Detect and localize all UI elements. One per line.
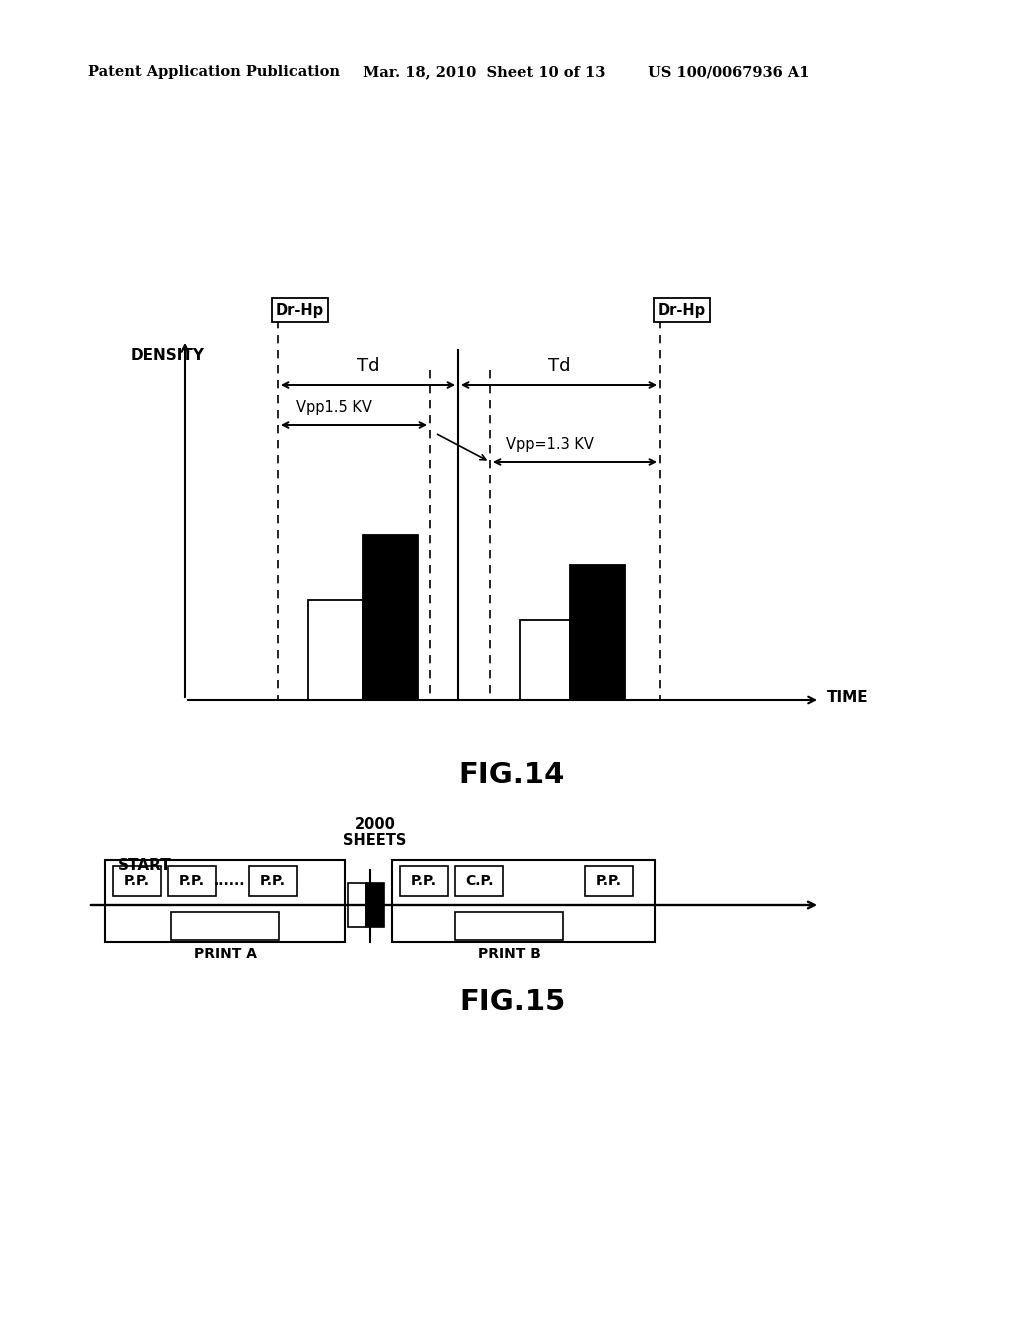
Bar	[362, 535, 418, 700]
Text: Patent Application Publication: Patent Application Publication	[88, 65, 340, 79]
Text: C.P.: C.P.	[465, 874, 494, 888]
Text: P.P.: P.P.	[596, 874, 622, 888]
Bar	[392, 861, 655, 942]
Bar	[113, 866, 161, 896]
Text: Dr-Hp: Dr-Hp	[275, 302, 324, 318]
Bar	[171, 912, 279, 940]
Bar	[308, 601, 362, 700]
Text: Td: Td	[356, 356, 379, 375]
Bar	[400, 866, 449, 896]
Bar	[455, 866, 503, 896]
Text: Dr-Hp: Dr-Hp	[658, 302, 707, 318]
Text: Mar. 18, 2010  Sheet 10 of 13: Mar. 18, 2010 Sheet 10 of 13	[362, 65, 605, 79]
Text: PRINT B: PRINT B	[477, 946, 541, 961]
Text: P.P.: P.P.	[260, 874, 286, 888]
Bar	[249, 866, 297, 896]
Text: TIME: TIME	[827, 689, 868, 705]
Bar	[570, 565, 625, 700]
Text: PRINT A: PRINT A	[194, 946, 256, 961]
Bar	[105, 861, 345, 942]
Bar	[348, 883, 366, 927]
Text: FIG.15: FIG.15	[459, 987, 565, 1016]
Bar	[455, 912, 563, 940]
Text: Vpp1.5 KV: Vpp1.5 KV	[296, 400, 372, 414]
Text: FIG.14: FIG.14	[459, 762, 565, 789]
Bar	[366, 883, 384, 927]
Text: P.P.: P.P.	[124, 874, 150, 888]
Text: P.P.: P.P.	[179, 874, 205, 888]
Text: Td: Td	[548, 356, 570, 375]
Text: Vpp=1.3 KV: Vpp=1.3 KV	[506, 437, 594, 451]
Text: ......: ......	[213, 874, 245, 888]
Text: P.P.: P.P.	[411, 874, 437, 888]
Text: DENSITY: DENSITY	[131, 347, 205, 363]
Bar	[520, 620, 570, 700]
Bar	[585, 866, 633, 896]
Text: 2000
SHEETS: 2000 SHEETS	[343, 817, 407, 847]
Bar	[168, 866, 216, 896]
Text: US 100/0067936 A1: US 100/0067936 A1	[648, 65, 810, 79]
Text: START: START	[118, 858, 172, 873]
